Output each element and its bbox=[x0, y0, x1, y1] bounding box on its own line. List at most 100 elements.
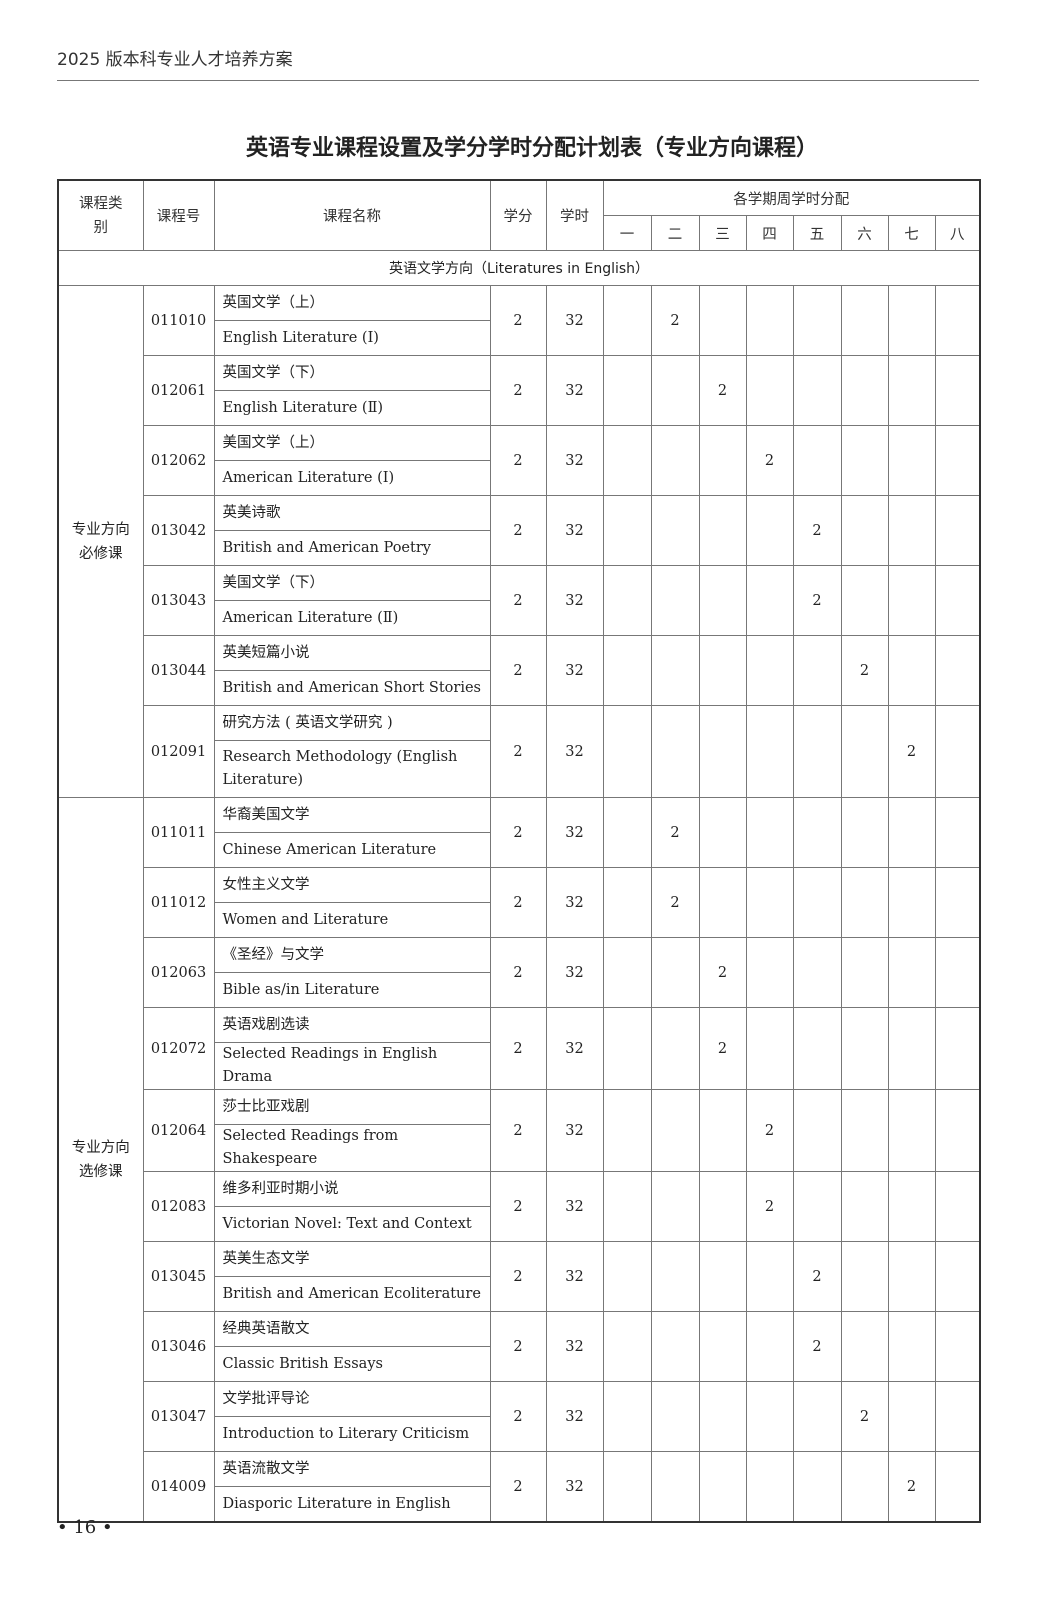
header-semester-6: 六 bbox=[840, 215, 889, 251]
course-row: 012072 英语戏剧选读 2 32 2 bbox=[58, 1007, 981, 1090]
semester-1-cell bbox=[602, 937, 652, 1008]
course-credits: 2 bbox=[489, 355, 547, 426]
semester-3-cell bbox=[698, 705, 747, 798]
course-code: 014009 bbox=[142, 1451, 215, 1523]
semester-5-cell: 2 bbox=[792, 495, 842, 566]
course-row: 012062 美国文学（上） 2 32 2 bbox=[58, 425, 981, 496]
semester-5-cell bbox=[792, 1089, 842, 1172]
course-row: 012061 英国文学（下） 2 32 2 bbox=[58, 355, 981, 426]
course-code: 011012 bbox=[142, 867, 215, 938]
semester-4-cell bbox=[745, 635, 794, 706]
course-name-cn: 华裔美国文学 bbox=[213, 797, 491, 833]
semester-6-cell bbox=[840, 1171, 889, 1242]
semester-1-cell bbox=[602, 1089, 652, 1172]
semester-5-cell bbox=[792, 867, 842, 938]
semester-6-cell bbox=[840, 565, 889, 636]
course-code: 013045 bbox=[142, 1241, 215, 1312]
course-row-english: American Literature (Ⅱ) bbox=[58, 600, 980, 636]
semester-3-cell bbox=[698, 797, 747, 868]
course-code: 013042 bbox=[142, 495, 215, 566]
course-code: 012062 bbox=[142, 425, 215, 496]
header-semester-1: 一 bbox=[602, 215, 652, 251]
semester-1-cell bbox=[602, 797, 652, 868]
semester-3-cell: 2 bbox=[698, 355, 747, 426]
course-name-en: Bible as/in Literature bbox=[213, 972, 491, 1008]
semester-7-cell bbox=[887, 1381, 936, 1452]
semester-4-cell bbox=[745, 1451, 794, 1523]
semester-1-cell bbox=[602, 635, 652, 706]
course-name-cn: 英语戏剧选读 bbox=[213, 1007, 491, 1043]
semester-3-cell bbox=[698, 425, 747, 496]
semester-1-cell bbox=[602, 565, 652, 636]
course-name-cn: 美国文学（上） bbox=[213, 425, 491, 461]
semester-1-cell bbox=[602, 867, 652, 938]
semester-2-cell: 2 bbox=[650, 867, 700, 938]
semester-2-cell: 2 bbox=[650, 285, 700, 356]
course-row: 013045 英美生态文学 2 32 2 bbox=[58, 1241, 981, 1312]
course-row: 011012 女性主义文学 2 32 2 bbox=[58, 867, 981, 938]
semester-5-cell: 2 bbox=[792, 1311, 842, 1382]
semester-1-cell bbox=[602, 495, 652, 566]
semester-3-cell bbox=[698, 1089, 747, 1172]
semester-6-cell bbox=[840, 495, 889, 566]
semester-7-cell bbox=[887, 937, 936, 1008]
semester-8-cell bbox=[934, 797, 981, 868]
semester-8-cell bbox=[934, 355, 981, 426]
course-category: 专业方向选修课 bbox=[57, 797, 144, 1523]
header-semester-8: 八 bbox=[934, 215, 981, 251]
semester-8-cell bbox=[934, 1451, 981, 1523]
semester-2-cell: 2 bbox=[650, 797, 700, 868]
course-code: 013046 bbox=[142, 1311, 215, 1382]
course-hours: 32 bbox=[545, 635, 604, 706]
course-row-english: Bible as/in Literature bbox=[58, 972, 980, 1008]
semester-6-cell bbox=[840, 1241, 889, 1312]
semester-8-cell bbox=[934, 1381, 981, 1452]
semester-8-cell bbox=[934, 425, 981, 496]
semester-5-cell bbox=[792, 1171, 842, 1242]
course-name-en: Classic British Essays bbox=[213, 1346, 491, 1382]
semester-6-cell: 2 bbox=[840, 635, 889, 706]
semester-5-cell: 2 bbox=[792, 565, 842, 636]
semester-2-cell bbox=[650, 1311, 700, 1382]
course-row: 013044 英美短篇小说 2 32 2 bbox=[58, 635, 981, 706]
course-code: 013043 bbox=[142, 565, 215, 636]
semester-3-cell bbox=[698, 635, 747, 706]
semester-2-cell bbox=[650, 1381, 700, 1452]
semester-6-cell bbox=[840, 285, 889, 356]
course-row-english: Victorian Novel: Text and Context bbox=[58, 1206, 980, 1242]
semester-4-cell: 2 bbox=[745, 1089, 794, 1172]
course-hours: 32 bbox=[545, 1171, 604, 1242]
semester-5-cell bbox=[792, 635, 842, 706]
course-row: 014009 英语流散文学 2 32 2 bbox=[58, 1451, 981, 1523]
course-hours: 32 bbox=[545, 1381, 604, 1452]
semester-2-cell bbox=[650, 1451, 700, 1523]
semester-5-cell bbox=[792, 425, 842, 496]
course-row-english: English Literature (Ⅱ) bbox=[58, 390, 980, 426]
course-credits: 2 bbox=[489, 937, 547, 1008]
course-credits: 2 bbox=[489, 1381, 547, 1452]
semester-7-cell bbox=[887, 425, 936, 496]
course-code: 011010 bbox=[142, 285, 215, 356]
semester-3-cell bbox=[698, 1381, 747, 1452]
semester-7-cell bbox=[887, 635, 936, 706]
course-row: 专业方向必修课 011010 英国文学（上） 2 32 2 bbox=[57, 285, 981, 798]
semester-3-cell bbox=[698, 867, 747, 938]
semester-6-cell bbox=[840, 797, 889, 868]
semester-6-cell: 2 bbox=[840, 1381, 889, 1452]
semester-1-cell bbox=[602, 355, 652, 426]
semester-5-cell bbox=[792, 937, 842, 1008]
semester-4-cell bbox=[745, 285, 794, 356]
semester-5-cell bbox=[792, 1007, 842, 1090]
semester-7-cell bbox=[887, 797, 936, 868]
course-row: 012083 维多利亚时期小说 2 32 2 bbox=[58, 1171, 981, 1242]
semester-2-cell bbox=[650, 705, 700, 798]
semester-7-cell bbox=[887, 565, 936, 636]
semester-1-cell bbox=[602, 1241, 652, 1312]
semester-8-cell bbox=[934, 1089, 981, 1172]
course-row-english: Classic British Essays bbox=[58, 1346, 980, 1382]
semester-8-cell bbox=[934, 705, 981, 798]
course-name-en: Victorian Novel: Text and Context bbox=[213, 1206, 491, 1242]
course-name-en: Women and Literature bbox=[213, 902, 491, 938]
semester-8-cell bbox=[934, 867, 981, 938]
